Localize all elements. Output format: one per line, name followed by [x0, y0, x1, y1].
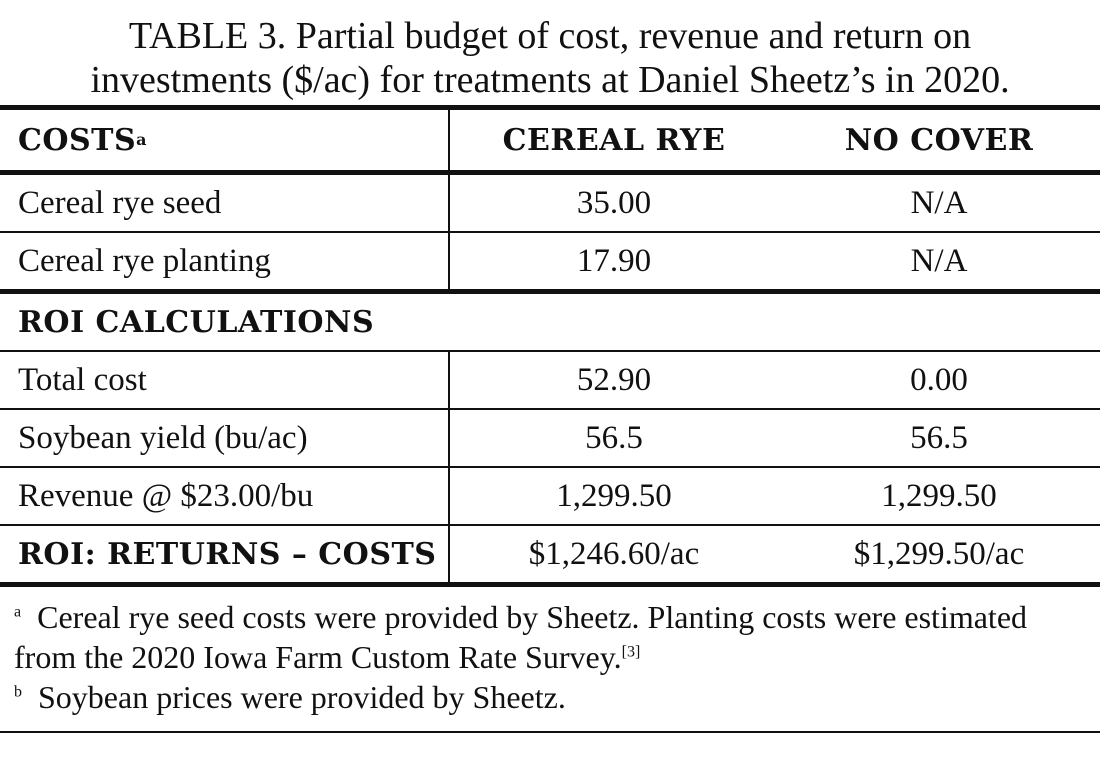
header-cell: NO COVER: [844, 122, 1034, 158]
section-title: ROI CALCULATIONS: [18, 304, 375, 340]
reference: [3]: [621, 643, 641, 661]
section-row: ROI CALCULATIONS: [0, 294, 1100, 352]
footnotes: a Cereal rye seed costs were provided by…: [0, 587, 1100, 733]
row: Total cost 52.90 0.00: [0, 352, 1100, 410]
header-row: COSTS a CEREAL RYE NO COVER: [0, 110, 1100, 175]
cell: 52.90: [576, 361, 652, 398]
cell: 35.00: [576, 184, 652, 221]
cell: $1,246.60/ac: [528, 535, 700, 572]
cell: N/A: [910, 184, 968, 221]
footnote: a Cereal rye seed costs were provided by…: [14, 597, 1090, 677]
cell: $1,299.50/ac: [853, 535, 1025, 572]
title: TABLE 3. Partial budget of cost, revenue…: [0, 0, 1100, 110]
cell: 17.90: [576, 242, 652, 279]
total-row: ROI: RETURNS – COSTS $1,246.60/ac $1,299…: [0, 526, 1100, 587]
note-marker: a: [14, 603, 22, 621]
header-text: COSTS: [18, 122, 137, 158]
cell: Cereal rye planting: [0, 233, 450, 289]
footnote: b Soybean prices were provided by Sheetz…: [14, 677, 1090, 717]
title-line: TABLE 3. Partial budget of cost, revenue…: [128, 15, 972, 57]
row: Soybean yield (bu/ac) 56.5 56.5: [0, 410, 1100, 468]
footnote-text: Cereal rye seed costs were provided by S…: [14, 599, 1028, 675]
cell: 56.5: [585, 419, 643, 456]
header-cell: CEREAL RYE: [502, 122, 726, 158]
cell: Revenue @ $23.00/bu: [0, 468, 450, 524]
cell: Total cost: [0, 352, 450, 408]
cell: ROI: RETURNS – COSTS: [0, 526, 450, 582]
cell: N/A: [910, 242, 968, 279]
row: Revenue @ $23.00/bu 1,299.50 1,299.50: [0, 468, 1100, 526]
cell: Cereal rye seed: [0, 175, 450, 231]
title-line: investments ($/ac) for treatments at Dan…: [90, 59, 1010, 101]
row: Cereal rye seed 35.00 N/A: [0, 175, 1100, 233]
cell: 0.00: [910, 361, 968, 398]
footnote-text: Soybean prices were provided by Sheetz.: [38, 679, 566, 715]
cell: 1,299.50: [556, 477, 672, 514]
cell: Soybean yield (bu/ac): [0, 410, 450, 466]
header-cell: COSTS a: [0, 110, 450, 170]
cell: 56.5: [910, 419, 968, 456]
cell: 1,299.50: [881, 477, 997, 514]
row: Cereal rye planting 17.90 N/A: [0, 233, 1100, 294]
note-marker: b: [14, 683, 22, 701]
